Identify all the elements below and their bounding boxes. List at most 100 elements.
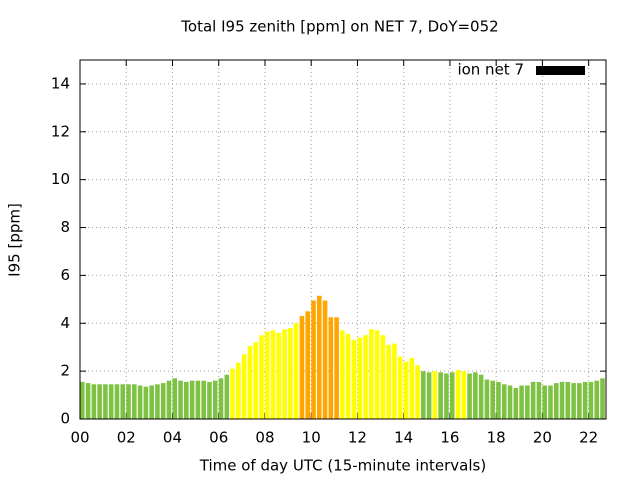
x-tick-label: 14: [394, 429, 413, 447]
bar: [322, 300, 328, 419]
bar: [565, 381, 571, 419]
bar: [519, 385, 524, 419]
bar: [143, 386, 149, 419]
bar: [293, 323, 299, 419]
bar: [305, 311, 311, 419]
bar: [421, 371, 426, 419]
bar: [195, 380, 201, 419]
y-tick-label: 8: [60, 218, 70, 236]
bar: [230, 368, 235, 419]
bar: [149, 385, 154, 419]
bar: [530, 381, 536, 419]
bar: [501, 384, 507, 419]
bar: [80, 381, 85, 419]
bar: [513, 387, 519, 419]
x-tick-label: 08: [255, 429, 274, 447]
y-tick-label: 10: [51, 170, 70, 188]
bar: [461, 371, 467, 419]
bar: [582, 381, 588, 419]
bar: [132, 384, 137, 419]
bar: [380, 335, 386, 419]
bar: [426, 372, 432, 419]
bar: [577, 383, 582, 419]
bar: [340, 330, 345, 419]
bar: [438, 372, 443, 419]
y-tick-label: 4: [60, 314, 70, 332]
x-tick-label: 20: [533, 429, 552, 447]
y-tick-label: 0: [60, 410, 70, 428]
bar: [351, 340, 357, 419]
bar: [103, 384, 108, 419]
bar: [299, 316, 305, 419]
bar: [328, 317, 334, 419]
bar: [155, 384, 160, 419]
y-tick-label: 12: [51, 122, 70, 140]
bar: [392, 343, 397, 419]
x-tick-label: 16: [440, 429, 459, 447]
bar: [484, 379, 490, 419]
bar: [316, 295, 322, 419]
bar: [449, 372, 455, 419]
bar: [403, 361, 409, 419]
bar: [253, 342, 258, 419]
bar: [224, 374, 230, 419]
bar: [114, 384, 120, 419]
bar: [374, 330, 380, 419]
bar: [218, 378, 224, 419]
bar: [542, 385, 547, 419]
bar: [236, 362, 241, 419]
bar: [496, 381, 501, 419]
bar: [397, 356, 403, 419]
bar: [444, 373, 449, 419]
x-tick-label: 04: [163, 429, 182, 447]
y-tick-label: 2: [60, 362, 70, 380]
y-tick-label: 6: [60, 266, 70, 284]
bar: [363, 335, 368, 419]
bar: [166, 380, 172, 419]
bar: [207, 381, 212, 419]
bar: [415, 365, 420, 419]
plot-border: [79, 59, 607, 420]
bar: [473, 372, 478, 419]
bar: [247, 346, 253, 419]
bar: [369, 329, 374, 419]
bar: [536, 381, 542, 419]
chart-title: Total I95 zenith [ppm] on NET 7, DoY=052: [180, 18, 498, 36]
bar: [189, 380, 195, 419]
bar: [478, 374, 484, 419]
bar: [85, 383, 91, 419]
x-axis-label: Time of day UTC (15-minute intervals): [199, 457, 486, 475]
bar: [548, 385, 553, 419]
y-tick-label: 14: [51, 74, 70, 92]
legend-label: ion net 7: [457, 61, 524, 79]
y-axis-label: I95 [ppm]: [6, 203, 24, 277]
bar: [311, 300, 316, 419]
bar: [507, 385, 513, 419]
bar: [594, 380, 600, 419]
bar: [184, 381, 189, 419]
bar: [288, 328, 293, 419]
bar: [259, 335, 264, 419]
bar: [345, 334, 351, 419]
bar: [172, 378, 178, 419]
bar: [276, 332, 282, 419]
bar: [553, 383, 559, 419]
bar: [91, 384, 97, 419]
legend-swatch: [536, 66, 585, 75]
bar: [588, 381, 594, 419]
x-tick-label: 02: [117, 429, 136, 447]
bar: [334, 317, 339, 419]
bar: [282, 329, 287, 419]
x-tick-label: 10: [302, 429, 321, 447]
bar: [160, 383, 166, 419]
bar: [467, 373, 472, 419]
x-tick-label: 18: [487, 429, 506, 447]
bar: [409, 357, 415, 419]
x-tick-label: 22: [579, 429, 598, 447]
bar: [178, 380, 183, 419]
bar: [126, 384, 131, 419]
bar: [212, 380, 218, 419]
bar: [357, 337, 363, 419]
bar: [432, 371, 438, 419]
